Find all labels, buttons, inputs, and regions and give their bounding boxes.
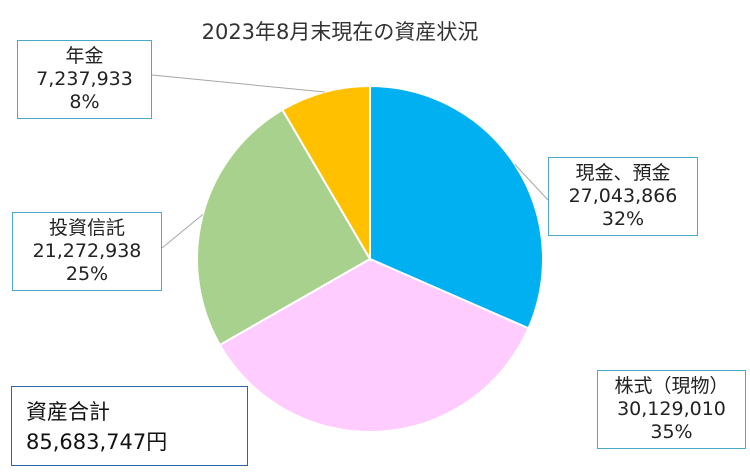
leader-line [514,163,549,201]
data-label-pension: 年金 7,237,933 8% [17,40,152,119]
slice-investment-trusts [196,108,372,347]
data-label-stocks: 株式（現物） 30,129,010 35% [597,370,746,449]
slice-label: 現金、預金 [575,162,671,184]
slice-value: 27,043,866 [568,185,678,207]
slice-percent: 32% [601,208,645,230]
total-value: 85,683,747円 [26,430,168,454]
total-label: 資産合計 [26,400,110,424]
slice-value: 7,237,933 [36,68,133,90]
leader-line [161,214,204,249]
slice-pension [281,84,371,263]
slice-label: 年金 [65,45,104,67]
total-assets-box: 資産合計 85,683,747円 [11,386,248,466]
slice-percent: 8% [69,91,100,113]
slice-value: 30,129,010 [617,398,726,420]
slice-value: 21,272,938 [32,240,142,262]
data-label-investment-trusts: 投資信託 21,272,938 25% [12,212,162,291]
data-label-cash-deposits: 現金、預金 27,043,866 32% [548,157,698,236]
slice-percent: 35% [650,421,693,443]
leader-line [151,74,325,93]
slice-percent: 25% [65,263,109,285]
slice-stocks [218,257,530,433]
slice-label: 株式（現物） [614,375,729,397]
slice-label: 投資信託 [48,217,125,239]
chart-title: 2023年8月末現在の資産状況 [201,20,479,44]
